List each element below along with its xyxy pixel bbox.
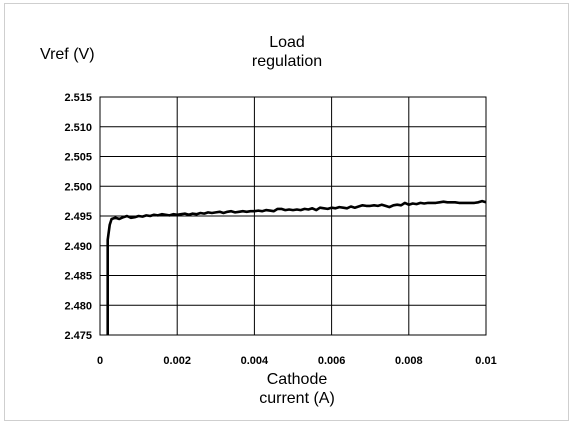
- series-layer: [106, 199, 487, 335]
- y-tick-label: 2.500: [64, 181, 92, 193]
- y-tick-label: 2.485: [64, 271, 92, 283]
- y-tick-label: 2.480: [64, 300, 92, 312]
- x-tick-label: 0.002: [163, 355, 191, 367]
- y-tick-label: 2.505: [64, 152, 92, 164]
- tick-labels: 2.515 2.510 2.505 2.500 2.495 2.490 2.485 2.480…: [64, 92, 496, 367]
- y-tick-label: 2.510: [64, 122, 92, 134]
- x-tick-label: 0.008: [395, 355, 423, 367]
- y-tick-label: 2.475: [64, 330, 92, 342]
- chart-frame: [4, 3, 569, 421]
- grid-lines: [99, 96, 487, 336]
- chart-title-line-2: regulation: [251, 53, 323, 70]
- x-tick-label: 0.01: [475, 355, 496, 367]
- x-axis-title-line-1: Cathode: [266, 371, 328, 388]
- x-axis-title-line-2: current (A): [259, 390, 335, 407]
- x-tick-label: 0.006: [318, 355, 346, 367]
- plot-area-border: [99, 96, 487, 336]
- y-tick-label: 2.515: [64, 92, 92, 104]
- y-axis-title: Vref (V): [40, 46, 95, 63]
- chart-title-line-1: Load: [269, 34, 305, 51]
- x-tick-label: 0.004: [241, 355, 269, 367]
- y-tick-label: 2.495: [64, 211, 92, 223]
- y-tick-label: 2.490: [64, 241, 92, 253]
- series-line: [106, 199, 487, 335]
- x-tick-label: 0: [97, 355, 103, 367]
